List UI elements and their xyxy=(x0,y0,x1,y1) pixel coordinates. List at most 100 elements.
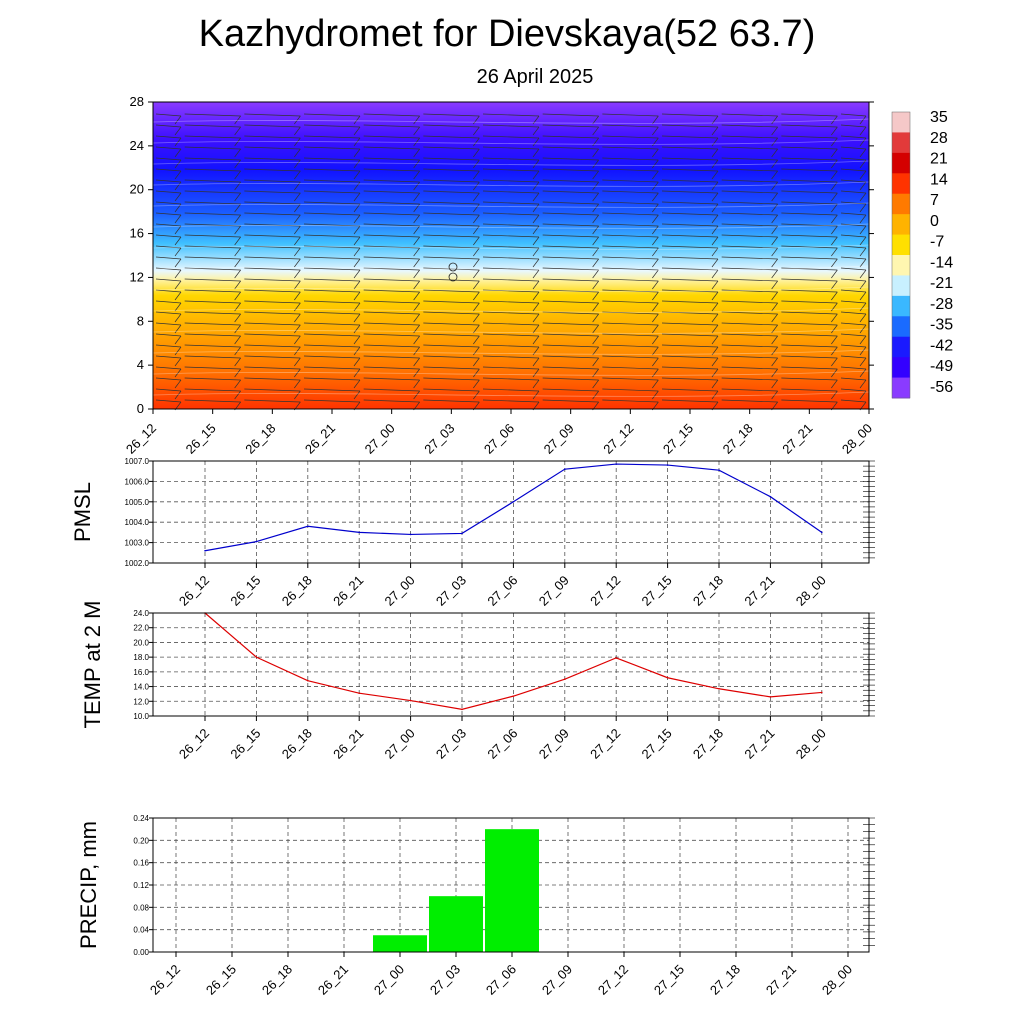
wind-barb-feather xyxy=(413,247,420,257)
wind-barb xyxy=(363,245,420,249)
wind-barb-feather xyxy=(532,181,540,191)
wind-barb-feather xyxy=(711,225,719,235)
wind-barb xyxy=(661,256,719,260)
wind-barb xyxy=(721,157,778,161)
wind-barb-feather xyxy=(859,280,867,290)
wind-barb xyxy=(184,168,241,172)
wind-barb xyxy=(423,289,480,293)
wind-barb-feather xyxy=(294,115,301,125)
wind-barb xyxy=(482,201,540,205)
wind-barb-feather xyxy=(859,346,867,356)
wind-barb xyxy=(423,157,480,161)
wind-barb-feather xyxy=(592,357,599,367)
wind-barb xyxy=(840,322,867,326)
wind-barb xyxy=(781,135,838,139)
wind-barb xyxy=(542,366,599,370)
contour-line xyxy=(152,370,870,376)
wind-barb-feather xyxy=(174,313,182,323)
wind-barb-feather xyxy=(174,192,182,202)
wind-barb xyxy=(542,245,599,249)
wind-barb xyxy=(781,256,838,260)
wind-barb-feather xyxy=(711,214,719,224)
contour-line xyxy=(152,139,870,145)
wind-barb xyxy=(184,377,241,381)
wind-barb xyxy=(244,190,301,194)
wind-barb-feather xyxy=(711,390,719,400)
colorbar-swatch xyxy=(892,214,910,236)
wind-barb xyxy=(363,344,420,348)
wind-barb xyxy=(184,300,241,304)
heatmap-y-tick-label: 24 xyxy=(130,138,144,153)
colorbar-label: 35 xyxy=(930,109,948,126)
wind-barb-feather xyxy=(592,148,599,158)
wind-barb-feather xyxy=(413,236,420,246)
wind-barb-feather xyxy=(592,313,599,323)
wind-barb xyxy=(661,168,719,172)
wind-barb-feather xyxy=(711,192,719,202)
wind-barb-feather xyxy=(294,148,301,158)
wind-barb-feather xyxy=(859,247,867,257)
wind-barb xyxy=(482,212,540,216)
wind-barb-feather xyxy=(473,214,480,224)
heatmap-x-tick-label: 28_00 xyxy=(839,421,875,457)
wind-barb xyxy=(184,355,241,359)
wind-barb-feather xyxy=(592,115,599,125)
wind-barb-feather xyxy=(652,368,659,378)
wind-barb xyxy=(155,344,182,348)
wind-barb-feather xyxy=(859,390,867,400)
wind-barb xyxy=(184,135,241,139)
wind-barb-feather xyxy=(771,280,778,290)
wind-barb-feather xyxy=(652,313,659,323)
wind-barb-feather xyxy=(532,159,540,169)
wind-barb xyxy=(781,267,838,271)
wind-barb-feather xyxy=(473,390,480,400)
wind-barb-feather xyxy=(859,302,867,312)
wind-barb xyxy=(303,190,361,194)
wind-barb xyxy=(363,289,420,293)
wind-barb xyxy=(482,124,540,128)
wind-barb xyxy=(781,333,838,337)
wind-barb-feather xyxy=(294,335,301,345)
wind-barb-feather xyxy=(473,324,480,334)
wind-barb-feather xyxy=(859,225,867,235)
wind-barb-feather xyxy=(831,269,838,279)
heatmap-x-tick-label: 26_12 xyxy=(123,421,159,457)
wind-barb-feather xyxy=(174,137,182,147)
wind-barb-feather xyxy=(532,346,540,356)
wind-barb-feather xyxy=(353,192,361,202)
wind-barb xyxy=(423,344,480,348)
wind-barb-feather xyxy=(294,225,301,235)
colorbar-label: 28 xyxy=(930,130,948,147)
wind-barb xyxy=(155,311,182,315)
wind-barb-feather xyxy=(592,324,599,334)
series-point xyxy=(307,525,309,528)
wind-barb xyxy=(602,344,659,348)
wind-barb-feather xyxy=(473,126,480,136)
wind-barb xyxy=(155,399,182,403)
wind-barb-feather xyxy=(771,291,778,301)
wind-barb xyxy=(363,157,420,161)
wind-barb-feather xyxy=(771,258,778,268)
wind-barb-feather xyxy=(174,258,182,268)
wind-barb xyxy=(423,201,480,205)
wind-barb-feather xyxy=(859,236,867,246)
wind-barb xyxy=(482,179,540,183)
wind-barb xyxy=(184,234,241,238)
wind-barb-feather xyxy=(592,137,599,147)
wind-barb-feather xyxy=(353,137,361,147)
x-tick-label: 26_18 xyxy=(259,962,295,998)
x-tick-label: 27_00 xyxy=(382,726,418,762)
wind-barb-feather xyxy=(174,214,182,224)
wind-barb xyxy=(155,300,182,304)
wind-barb xyxy=(244,124,301,128)
wind-barb xyxy=(781,388,838,392)
wind-barb-feather xyxy=(294,126,301,136)
series-point xyxy=(718,687,720,690)
wind-barb xyxy=(721,168,778,172)
colorbar-label: -14 xyxy=(930,254,953,271)
wind-barb-feather xyxy=(174,390,182,400)
y-tick-label: 22.0 xyxy=(133,624,149,633)
wind-barb xyxy=(363,377,420,381)
x-tick-label: 26_21 xyxy=(315,962,351,998)
